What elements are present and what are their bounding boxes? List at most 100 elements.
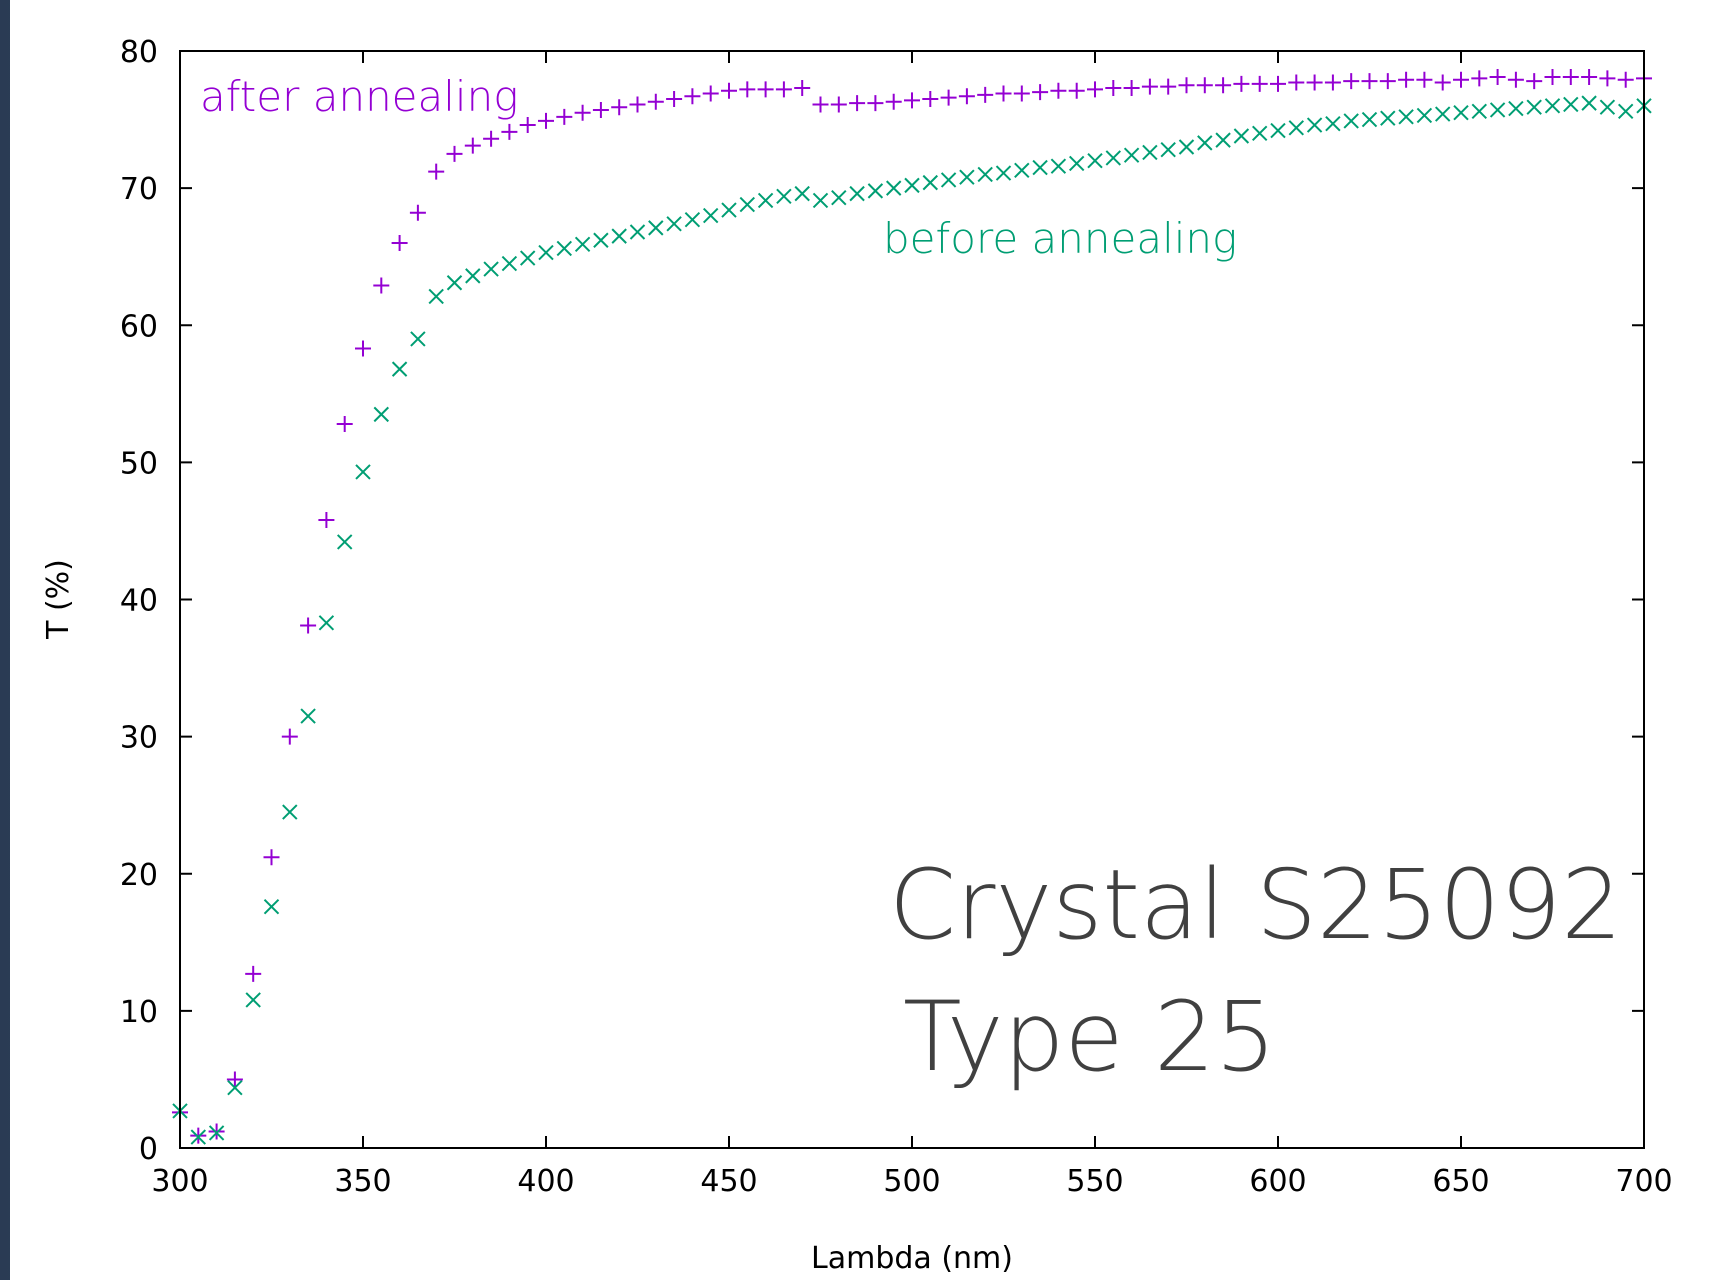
y-tick-label: 0 xyxy=(139,1132,158,1167)
data-point-plus xyxy=(1178,77,1195,94)
data-point-cross xyxy=(1489,102,1506,118)
y-tick-label: 50 xyxy=(120,446,158,481)
data-point-cross xyxy=(373,406,390,423)
series-cross-points xyxy=(172,95,1652,1145)
data-point-cross xyxy=(556,240,573,257)
data-point-plus xyxy=(245,965,262,982)
data-point-cross xyxy=(1508,100,1524,117)
data-point-cross xyxy=(1526,99,1542,115)
data-point-cross xyxy=(519,250,536,266)
y-tick-label: 30 xyxy=(120,721,158,756)
data-point-plus xyxy=(592,101,609,118)
data-point-cross xyxy=(629,224,646,240)
annotation-crystal-id: Crystal S25092 xyxy=(889,849,1622,961)
x-axis-label: Lambda (nm) xyxy=(811,1241,1013,1276)
data-point-plus xyxy=(1105,80,1122,97)
data-point-plus xyxy=(1361,73,1378,90)
y-tick-label: 80 xyxy=(120,35,158,70)
data-point-plus xyxy=(1270,75,1286,92)
data-point-cross xyxy=(1380,110,1396,126)
y-tick-label: 40 xyxy=(120,584,158,619)
data-point-cross xyxy=(1563,96,1579,113)
data-point-cross xyxy=(1215,132,1231,148)
data-point-plus xyxy=(1416,71,1433,88)
data-point-cross xyxy=(391,361,408,377)
data-point-plus xyxy=(1123,80,1140,97)
data-point-plus xyxy=(1288,74,1305,91)
data-point-cross xyxy=(831,190,847,206)
data-point-plus xyxy=(1215,77,1232,94)
data-point-plus xyxy=(574,104,591,121)
data-point-plus xyxy=(940,89,957,106)
data-point-cross xyxy=(1142,144,1158,161)
data-point-cross xyxy=(263,898,280,915)
data-point-plus xyxy=(904,92,920,109)
data-point-cross xyxy=(1288,120,1305,136)
data-point-cross xyxy=(318,615,335,631)
data-point-cross xyxy=(721,202,737,218)
y-tick-label: 20 xyxy=(120,858,158,893)
data-point-plus xyxy=(391,234,408,251)
data-point-cross xyxy=(355,464,371,480)
series-layer xyxy=(172,69,1652,1145)
data-point-plus xyxy=(538,112,554,129)
data-point-cross xyxy=(1471,103,1488,120)
annotation-crystal-type: Type 25 xyxy=(903,981,1276,1093)
data-point-cross xyxy=(1068,155,1085,172)
data-point-cross xyxy=(245,992,261,1008)
x-tick-label: 300 xyxy=(151,1164,208,1199)
data-point-cross xyxy=(1050,158,1067,174)
series-plus-points xyxy=(172,69,1652,1144)
figure-background xyxy=(10,0,1709,1280)
data-point-plus xyxy=(995,85,1012,102)
data-point-cross xyxy=(1087,152,1103,169)
x-tick-label: 550 xyxy=(1066,1164,1123,1199)
data-point-plus xyxy=(1068,82,1085,99)
data-point-plus xyxy=(849,95,866,112)
data-point-plus xyxy=(1398,71,1415,88)
data-point-plus xyxy=(721,82,737,99)
annotation-after-annealing: after annealing xyxy=(200,72,518,121)
data-point-plus xyxy=(446,145,463,162)
data-point-plus xyxy=(483,130,500,147)
data-point-cross xyxy=(227,1079,243,1096)
data-point-cross xyxy=(904,177,920,194)
data-point-plus xyxy=(318,511,335,528)
data-point-plus xyxy=(666,90,683,107)
data-point-cross xyxy=(410,331,426,347)
data-point-cross xyxy=(1599,99,1616,115)
data-point-plus xyxy=(1526,73,1543,90)
data-point-cross xyxy=(757,192,774,209)
data-point-cross xyxy=(666,216,682,232)
data-point-cross xyxy=(940,172,957,188)
data-point-cross xyxy=(812,192,829,209)
annotation-before-annealing: before annealing xyxy=(883,214,1237,263)
data-point-plus xyxy=(958,88,975,105)
data-point-cross xyxy=(501,255,518,272)
data-point-cross xyxy=(190,1129,207,1145)
x-tick-label: 400 xyxy=(517,1164,574,1199)
y-axis-label: T (%) xyxy=(41,559,76,640)
x-tick-label: 450 xyxy=(700,1164,757,1199)
data-point-cross xyxy=(1306,117,1323,133)
data-point-plus xyxy=(1196,77,1213,94)
data-point-plus xyxy=(336,415,353,432)
data-point-plus xyxy=(739,81,756,98)
data-point-plus xyxy=(702,85,719,102)
data-point-plus xyxy=(647,93,664,110)
data-point-cross xyxy=(300,708,316,724)
data-point-plus xyxy=(428,163,445,180)
x-tick-label: 350 xyxy=(334,1164,391,1199)
data-point-cross xyxy=(702,207,719,224)
data-point-plus xyxy=(501,123,518,140)
data-point-cross xyxy=(867,183,884,199)
y-tick-label: 70 xyxy=(120,172,158,207)
data-point-plus xyxy=(519,117,536,134)
data-point-cross xyxy=(446,275,463,291)
data-point-cross xyxy=(574,236,591,253)
data-point-plus xyxy=(757,81,774,98)
data-point-cross xyxy=(1233,128,1250,144)
data-point-cross xyxy=(1617,103,1634,120)
